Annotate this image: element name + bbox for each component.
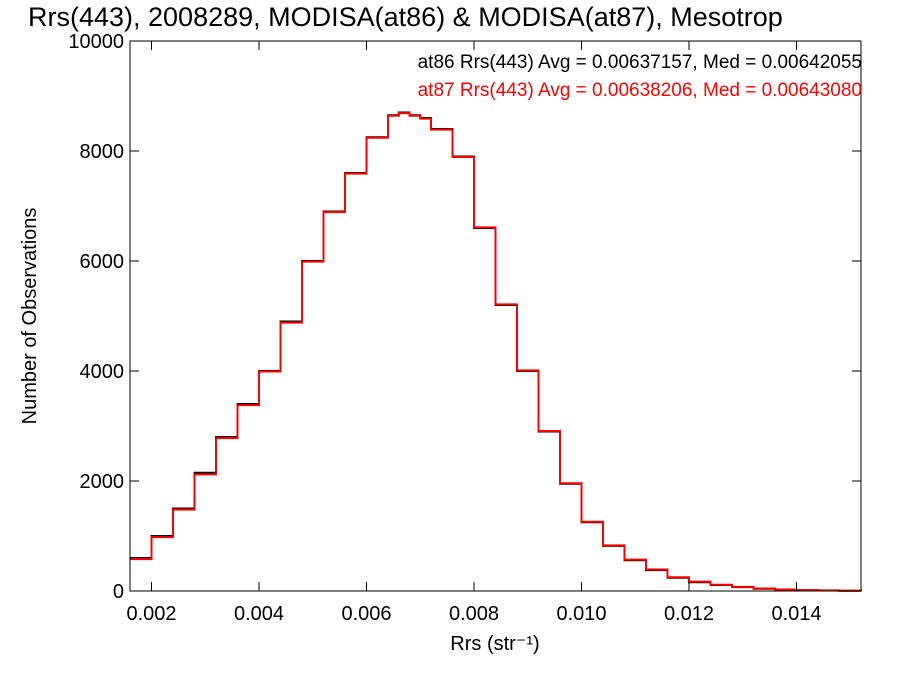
x-tick-label: 0.002 (126, 603, 176, 625)
x-axis: 0.002 0.004 0.006 0.008 0.010 0.012 0.014 (126, 41, 822, 625)
legend-at87-stats: at87 Rrs(443) Avg = 0.00638206, Med = 0.… (418, 80, 862, 101)
y-axis: 0 2000 4000 6000 8000 10000 (68, 31, 861, 603)
y-tick-label: 10000 (68, 31, 124, 53)
y-tick-label: 0 (113, 581, 124, 603)
y-tick-label: 4000 (80, 361, 125, 383)
y-tick-label: 6000 (80, 251, 125, 273)
x-tick-label: 0.012 (664, 603, 714, 625)
x-axis-label: Rrs (str⁻¹) (450, 633, 539, 655)
x-tick-label: 0.008 (449, 603, 499, 625)
y-axis-label: Number of Observations (19, 208, 41, 425)
x-tick-label: 0.014 (771, 603, 821, 625)
legend-at86-stats: at86 Rrs(443) Avg = 0.00637157, Med = 0.… (418, 52, 862, 73)
x-tick-label: 0.010 (556, 603, 606, 625)
series-at86-line (130, 111, 862, 592)
x-tick-label: 0.004 (234, 603, 284, 625)
series-at87-line (130, 112, 862, 592)
series-layer (130, 111, 862, 592)
chart-title: Rrs(443), 2008289, MODISA(at86) & MODISA… (28, 2, 783, 32)
y-tick-label: 2000 (80, 471, 125, 493)
x-tick-label: 0.006 (341, 603, 391, 625)
y-tick-label: 8000 (80, 141, 125, 163)
plot-frame (129, 40, 862, 592)
